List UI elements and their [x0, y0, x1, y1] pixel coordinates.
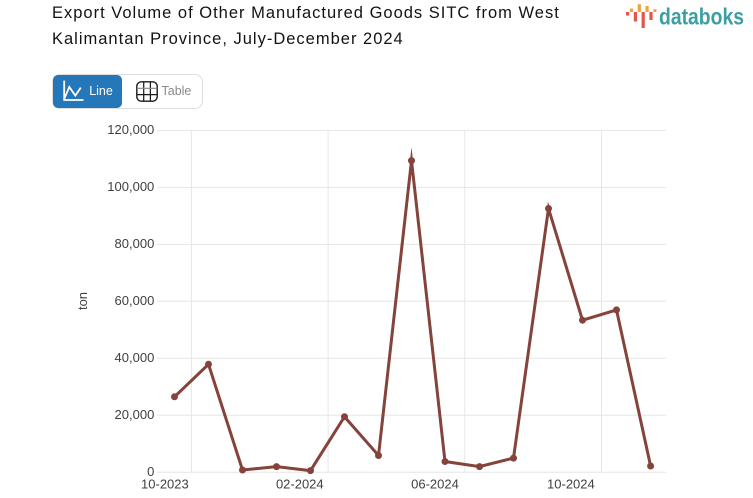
svg-text:120,000: 120,000	[107, 122, 154, 137]
svg-text:60,000: 60,000	[115, 293, 155, 308]
svg-text:databoks: databoks	[659, 4, 744, 30]
svg-text:ton: ton	[75, 292, 90, 310]
svg-text:10-2023: 10-2023	[141, 477, 189, 492]
svg-text:100,000: 100,000	[107, 179, 154, 194]
svg-text:40,000: 40,000	[115, 350, 155, 365]
svg-text:0: 0	[147, 464, 154, 479]
svg-text:80,000: 80,000	[115, 236, 155, 251]
svg-text:10-2024: 10-2024	[547, 477, 595, 492]
svg-text:02-2024: 02-2024	[276, 477, 324, 492]
svg-text:20,000: 20,000	[115, 407, 155, 422]
svg-text:06-2024: 06-2024	[411, 477, 459, 492]
